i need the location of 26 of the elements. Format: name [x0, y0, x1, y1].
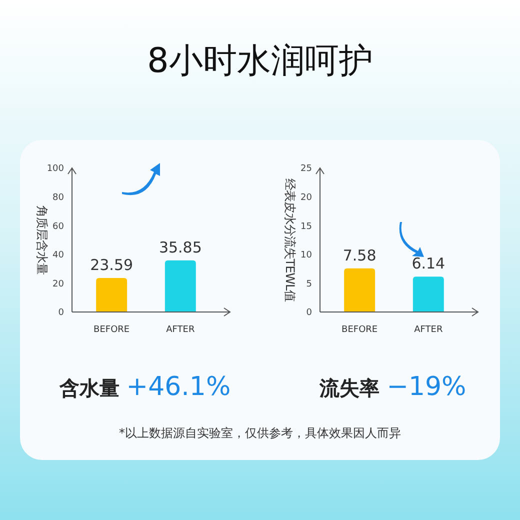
data-label: 23.59	[90, 256, 134, 274]
y-tick-label: 80	[52, 192, 64, 203]
y-tick-label: 60	[52, 222, 64, 232]
data-label: 6.14	[412, 254, 446, 273]
data-label: 35.85	[158, 238, 202, 256]
text: 流失率 −19%	[318, 372, 466, 402]
y-axis-title: 角质层含水量	[35, 206, 49, 275]
y-tick-label: 0	[58, 308, 64, 318]
y-tick-label: 5	[306, 279, 312, 290]
y-axis-title: 经表皮水分流失TEWL值	[283, 178, 297, 302]
y-tick-label: 20	[52, 279, 64, 290]
y-tick-label: 40	[52, 250, 64, 261]
x-tick-label: BEFORE	[342, 325, 378, 335]
y-tick-label: 15	[300, 222, 312, 232]
y-tick-label: 100	[46, 164, 64, 174]
y-tick-label: 25	[300, 164, 312, 174]
y-tick-label: 0	[306, 308, 312, 318]
chart-title: 8小时水润呵护	[147, 41, 373, 81]
y-tick-label: 10	[300, 250, 312, 261]
x-tick-label: BEFORE	[94, 325, 130, 335]
text: 含水量 +46.1%	[58, 372, 231, 402]
data-label: 7.58	[342, 246, 376, 264]
x-tick-label: AFTER	[414, 325, 443, 335]
x-tick-label: AFTER	[166, 325, 195, 335]
text: *以上数据源自实验室，仅供参考，具体效果因人而异	[119, 426, 401, 440]
y-tick-label: 20	[300, 192, 312, 203]
